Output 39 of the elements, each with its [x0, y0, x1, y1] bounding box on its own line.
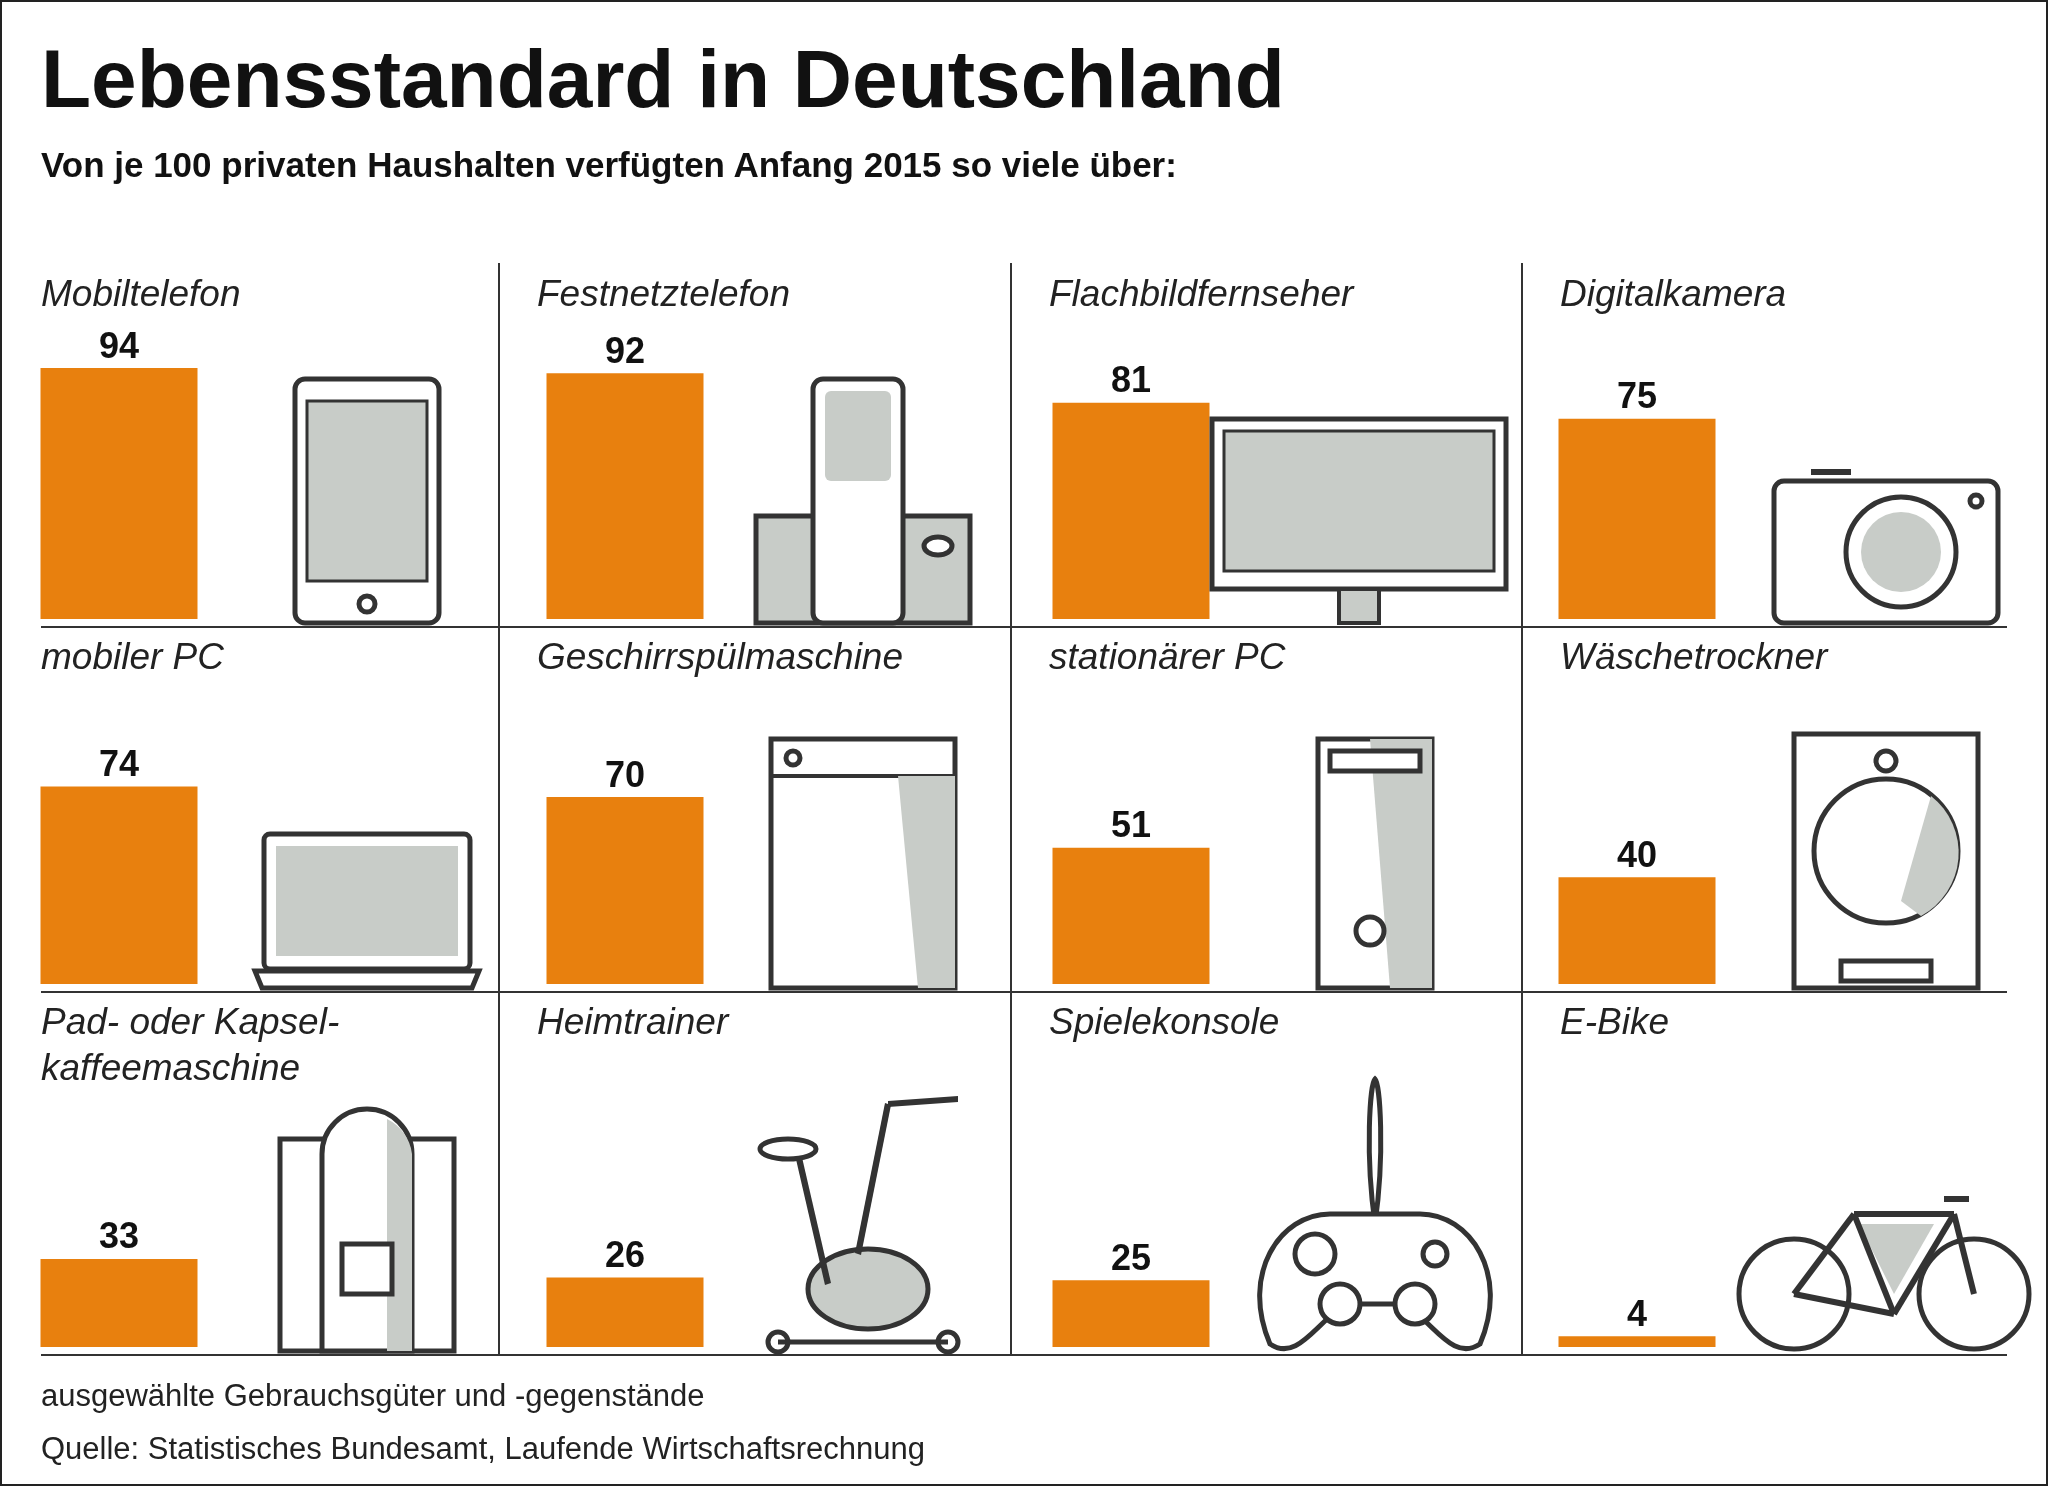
bar	[1558, 877, 1716, 984]
text: Heimtrainer	[537, 1000, 729, 1044]
text: Spielekonsole	[1049, 1000, 1280, 1044]
bar	[1558, 1336, 1716, 1347]
text: Geschirrspülmaschine	[537, 635, 904, 679]
chart-title: Lebensstandard in Deutschland	[41, 32, 1285, 126]
text: Festnetztelefon	[537, 272, 790, 316]
data-label: 26	[604, 1234, 646, 1276]
data-label: 94	[98, 324, 140, 366]
text: E-Bike	[1560, 1000, 1669, 1044]
data-label: 33	[98, 1215, 140, 1257]
text: stationärer PC	[1049, 635, 1286, 679]
bar	[546, 1277, 704, 1347]
bar	[546, 373, 704, 619]
data-label: 51	[1110, 804, 1152, 846]
text: Mobiltelefon	[41, 272, 241, 316]
text: Flachbildfernseher	[1049, 272, 1354, 316]
data-label: 40	[1616, 833, 1658, 875]
text: Wäschetrockner	[1560, 635, 1828, 679]
data-label: 74	[98, 742, 140, 784]
bar	[1052, 847, 1210, 984]
data-label: 70	[604, 753, 646, 795]
text: Pad- oder Kapsel-kaffeemaschine	[41, 1000, 340, 1090]
data-label: 92	[604, 329, 646, 371]
data-label: 25	[1110, 1236, 1152, 1278]
data-label: 75	[1616, 375, 1658, 417]
bar	[40, 1258, 198, 1347]
data-label: 81	[1110, 359, 1152, 401]
data-label: 4	[1626, 1292, 1648, 1334]
bar	[1052, 1280, 1210, 1347]
bar	[40, 786, 198, 984]
text: ausgewählte Gebrauchsgüter und -gegenstände	[41, 1378, 705, 1414]
text: mobiler PC	[41, 635, 224, 679]
bar	[546, 797, 704, 984]
source-note: Quelle: Statistisches Bundesamt, Laufende Wirtschaftsrechnung	[41, 1431, 925, 1467]
bar	[40, 368, 198, 619]
bar	[1558, 418, 1716, 619]
chart-subtitle: Von je 100 privaten Haushalten verfügten Anfang 2015 so viele über:	[41, 145, 1177, 185]
text: Digitalkamera	[1560, 272, 1787, 316]
